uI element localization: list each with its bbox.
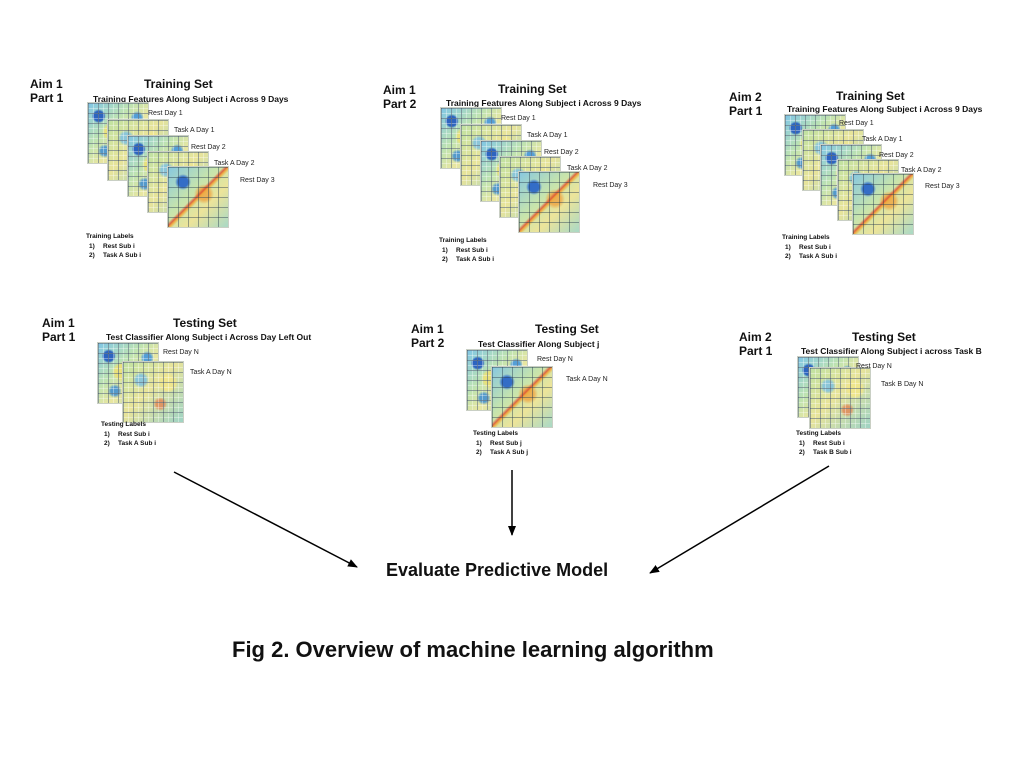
- panel-title: Training Set: [498, 82, 567, 96]
- part-number: Part 2: [411, 336, 445, 350]
- aim-number: Aim 1: [383, 83, 416, 97]
- part-number: Part 1: [30, 91, 64, 105]
- label-item: 1) Rest Sub i: [442, 247, 488, 254]
- labels-block: Training Labels 1) Rest Sub i 2) Task A Su…: [782, 234, 837, 261]
- labels-block: Training Labels 1) Rest Sub i 2) Task A Su…: [86, 233, 141, 260]
- matrix-label: Rest Day 3: [240, 177, 275, 184]
- labels-title: Training Labels: [782, 234, 830, 241]
- matrix-label: Task A Day 1: [174, 127, 215, 134]
- matrix-label: Rest Day 2: [544, 149, 579, 156]
- label-item: 1) Rest Sub i: [785, 244, 831, 251]
- label-item: 1) Rest Sub i: [799, 440, 845, 447]
- panel-title: Testing Set: [173, 316, 237, 330]
- panel-subtitle: Test Classifier Along Subject i Across D…: [106, 332, 312, 342]
- connectivity-matrix: [168, 167, 228, 227]
- label-item: 2) Task A Sub i: [89, 252, 142, 259]
- matrix-label: Task A Day 2: [567, 165, 608, 172]
- labels-block: Testing Labels 1) Rest Sub i 2) Task B Sub…: [796, 430, 852, 457]
- matrix-label: Rest Day 3: [925, 183, 960, 190]
- matrix-label: Task A Day 2: [901, 167, 942, 174]
- label-item: 1) Rest Sub i: [104, 431, 150, 438]
- figure-caption: Fig 2. Overview of machine learning algo…: [232, 637, 714, 662]
- aim-label: Aim 1 Part 2: [411, 322, 444, 350]
- aim-label: Aim 1 Part 1: [42, 316, 75, 344]
- panel-subtitle: Test Classifier Along Subject i across T…: [801, 346, 982, 356]
- label-item: 2) Task B Sub i: [799, 449, 852, 456]
- aim-label: Aim 2 Part 1: [729, 90, 762, 118]
- labels-block: Testing Labels 1) Rest Sub i 2) Task A Sub…: [101, 421, 156, 448]
- aim-number: Aim 2: [729, 90, 762, 104]
- labels-block: Training Labels 1) Rest Sub i 2) Task A Su…: [439, 237, 494, 264]
- label-item: 1) Rest Sub j: [476, 440, 522, 447]
- labels-list: 1) Rest Sub i 2) Task A Sub i: [782, 243, 837, 261]
- connectivity-matrix: [492, 367, 552, 427]
- matrix-label: Task A Day N: [566, 376, 608, 383]
- label-item: 2) Task A Sub i: [442, 256, 495, 263]
- panel-title: Testing Set: [535, 322, 599, 336]
- aim-label: Aim 1 Part 2: [383, 83, 416, 111]
- panel-subtitle: Training Features Along Subject i Across…: [446, 98, 642, 108]
- panel-title: Testing Set: [852, 330, 916, 344]
- label-item: 2) Task A Sub j: [476, 449, 529, 456]
- matrix-label: Rest Day 3: [593, 182, 628, 189]
- part-number: Part 1: [42, 330, 76, 344]
- labels-title: Training Labels: [439, 237, 487, 244]
- part-number: Part 2: [383, 97, 417, 111]
- arrow-left: [173, 471, 358, 568]
- panel-subtitle: Training Features Along Subject i Across…: [787, 104, 983, 114]
- panel-subtitle: Training Features Along Subject i Across…: [93, 94, 289, 104]
- part-number: Part 1: [729, 104, 763, 118]
- label-item: 2) Task A Sub i: [785, 253, 838, 260]
- matrix-label: Task A Day N: [190, 369, 232, 376]
- aim-number: Aim 1: [42, 316, 75, 330]
- matrix-label: Rest Day 2: [879, 152, 914, 159]
- matrix-label: Rest Day 1: [839, 120, 874, 127]
- evaluate-model-label: Evaluate Predictive Model: [386, 560, 609, 580]
- matrix-label: Rest Day N: [537, 356, 573, 363]
- connectivity-matrix: [519, 172, 579, 232]
- connectivity-matrix: [853, 174, 913, 234]
- aim-label: Aim 2 Part 1: [739, 330, 772, 358]
- matrix-label: Rest Day N: [163, 349, 199, 356]
- labels-list: 1) Rest Sub i 2) Task A Sub i: [101, 430, 156, 448]
- matrix-label: Task B Day N: [881, 381, 924, 388]
- panel-title: Training Set: [836, 89, 905, 103]
- aim-number: Aim 1: [30, 77, 63, 91]
- labels-list: 1) Rest Sub i 2) Task A Sub i: [439, 246, 494, 264]
- panel-title: Training Set: [144, 77, 213, 91]
- labels-list: 1) Rest Sub j 2) Task A Sub j: [473, 439, 528, 457]
- aim-label: Aim 1 Part 1: [30, 77, 63, 105]
- labels-title: Testing Labels: [796, 430, 842, 437]
- matrix-label: Rest Day 1: [501, 115, 536, 122]
- part-number: Part 1: [739, 344, 773, 358]
- connectivity-matrix: [123, 362, 183, 422]
- matrix-label: Rest Day N: [856, 363, 892, 370]
- labels-list: 1) Rest Sub i 2) Task B Sub i: [796, 439, 852, 457]
- aim-number: Aim 2: [739, 330, 772, 344]
- labels-block: Testing Labels 1) Rest Sub j 2) Task A Sub…: [473, 430, 528, 457]
- matrix-label: Rest Day 2: [191, 144, 226, 151]
- labels-title: Testing Labels: [473, 430, 519, 437]
- label-item: 2) Task A Sub i: [104, 440, 157, 447]
- matrix-label: Task A Day 1: [862, 136, 903, 143]
- labels-list: 1) Rest Sub i 2) Task A Sub i: [86, 242, 141, 260]
- labels-title: Training Labels: [86, 233, 134, 240]
- labels-title: Testing Labels: [101, 421, 147, 428]
- connectivity-matrix: [810, 368, 870, 428]
- matrix-label: Task A Day 1: [527, 132, 568, 139]
- label-item: 1) Rest Sub i: [89, 243, 135, 250]
- arrow-right: [649, 465, 830, 574]
- panel-subtitle: Test Classifier Along Subject j: [478, 339, 600, 349]
- aim-number: Aim 1: [411, 322, 444, 336]
- matrix-label: Task A Day 2: [214, 160, 255, 167]
- matrix-label: Rest Day 1: [148, 110, 183, 117]
